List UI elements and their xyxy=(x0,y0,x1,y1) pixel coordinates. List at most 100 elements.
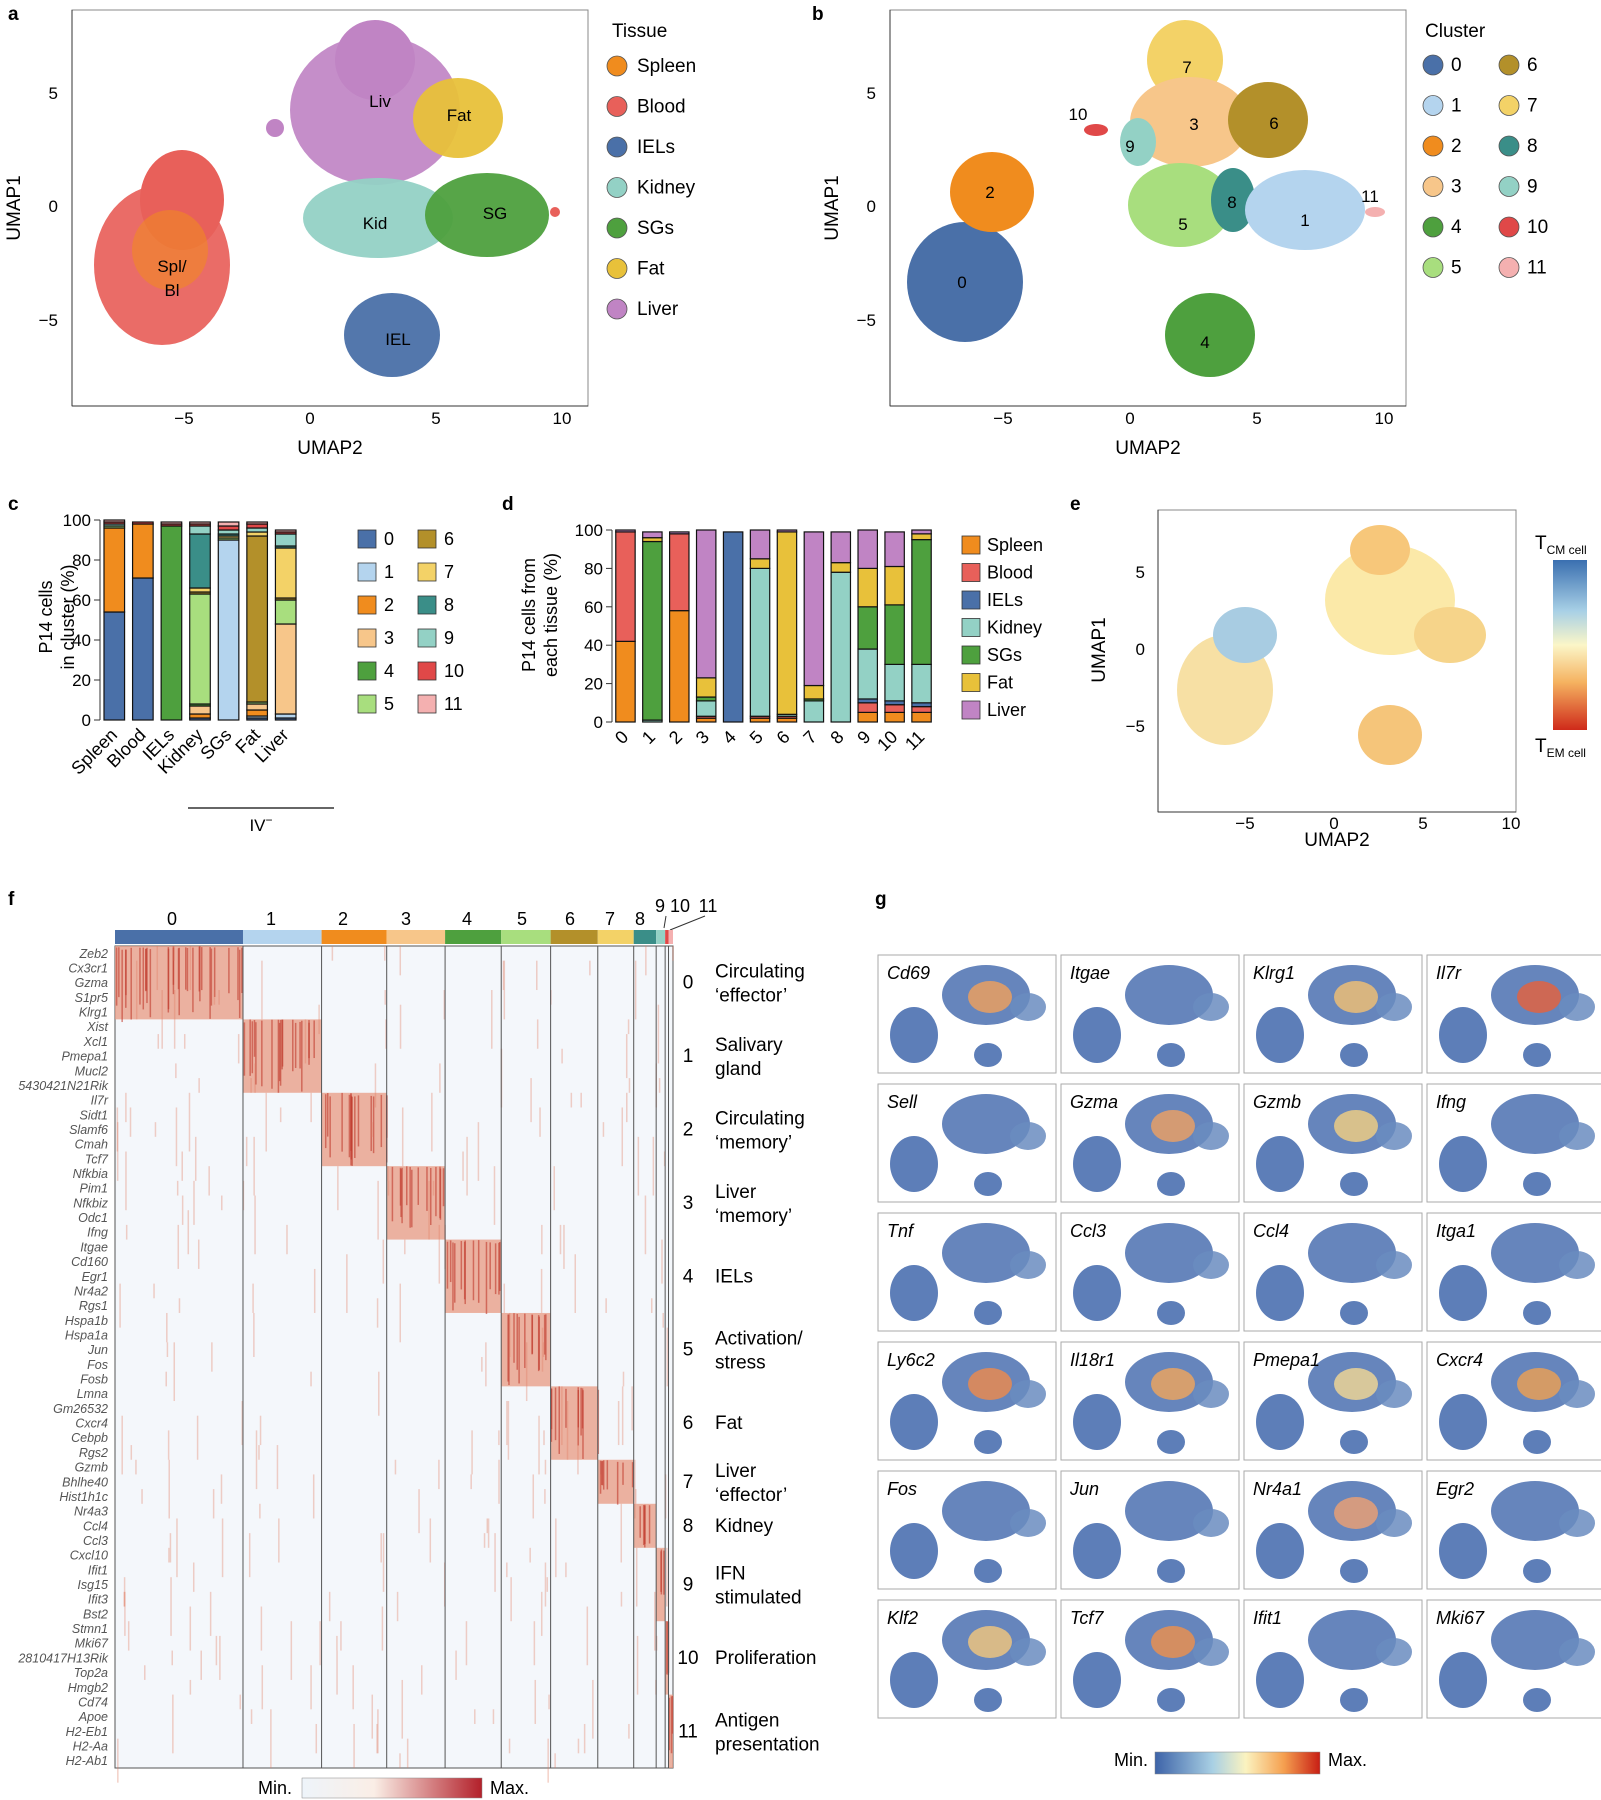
feature-highlight xyxy=(968,1626,1012,1658)
panel-c-bar-SGs-11 xyxy=(217,521,240,527)
panel-letter-c: c xyxy=(8,494,19,515)
heatmap-gene-gm26532: Gm26532 xyxy=(53,1402,108,1416)
heatmap-gene-fosb: Fosb xyxy=(80,1373,108,1387)
heatmap-stripe xyxy=(586,1606,589,1666)
panel-d-bar-10-Spleen xyxy=(884,711,905,723)
heatmap-cluster-header-0: 0 xyxy=(167,909,177,929)
panel-c-bar-Kidney-5 xyxy=(189,593,211,705)
heatmap-stripe xyxy=(546,1577,549,1592)
panel-e-ytick-1: 5 xyxy=(1136,563,1145,582)
heatmap-gene-isg15: Isg15 xyxy=(77,1578,108,1592)
heatmap-stripe xyxy=(577,1390,580,1428)
heatmap-stripe xyxy=(265,1092,267,1152)
panel-b-xtick-2: 0 xyxy=(1125,409,1134,428)
panel-c-legend-label-6: 6 xyxy=(444,529,454,549)
heatmap-gene-cxcl10: Cxcl10 xyxy=(70,1549,108,1563)
heatmap-stripe xyxy=(173,1342,176,1402)
cluster-legend-swatch-9 xyxy=(1498,176,1520,197)
heatmap-stripe xyxy=(494,1533,496,1592)
heatmap-stripe xyxy=(351,1096,353,1166)
feature-blob-center xyxy=(1125,965,1213,1025)
label-sg: SG xyxy=(483,204,508,223)
heatmap-stripe xyxy=(616,1461,619,1505)
heatmap-stripe xyxy=(481,1357,483,1372)
feature-tile-pmepa1: Pmepa1 xyxy=(1243,1341,1423,1461)
heatmap-stripe xyxy=(666,1327,669,1387)
heatmap-cluster-header-4: 4 xyxy=(462,909,472,929)
feature-blob-left xyxy=(890,1652,938,1708)
annotation-line2-0: ‘effector’ xyxy=(715,986,787,1007)
heatmap-stripe xyxy=(502,960,505,991)
heatmap-stripe xyxy=(401,1679,404,1739)
panel-b-umap-cluster: −5 0 5 10 5 0 −5 UMAP2 UMAP1 7 10 3 6 9 … xyxy=(822,9,1548,459)
panel-b-xtick-3: 5 xyxy=(1252,409,1261,428)
heatmap-stripe xyxy=(135,960,138,1020)
panel-d-bar-9-Fat xyxy=(857,567,878,608)
panel-d-bar-10-Fat xyxy=(884,565,905,606)
heatmap-stripe xyxy=(570,1092,573,1108)
heatmap-stripe xyxy=(485,1342,487,1387)
cloud-c6 xyxy=(1228,82,1308,158)
feature-gene-label-il7r: Il7r xyxy=(1436,963,1462,983)
feature-gene-label-klrg1: Klrg1 xyxy=(1253,963,1295,983)
feature-blob-left xyxy=(1256,1136,1304,1192)
cluster-legend-swatch-2 xyxy=(1422,135,1444,157)
feature-highlight xyxy=(1334,981,1378,1013)
panel-d-bar-10-Blood xyxy=(884,704,905,713)
cloud-c1 xyxy=(1245,170,1365,250)
panel-e-ytick-2: 0 xyxy=(1136,640,1145,659)
heatmap-gene-itgae: Itgae xyxy=(80,1240,108,1254)
heatmap-stripe xyxy=(426,1166,428,1211)
heatmap-stripe xyxy=(455,1650,457,1680)
heatmap-stripe xyxy=(310,1092,312,1123)
panel-d-bar-2-Liver xyxy=(669,531,690,535)
cluster-legend-label-7: 7 xyxy=(1527,96,1538,117)
feature-blob-left xyxy=(1439,1265,1487,1321)
feature-gene-label-itgae: Itgae xyxy=(1070,963,1110,983)
cloud-c2 xyxy=(950,152,1034,232)
feature-highlight xyxy=(968,981,1012,1013)
heatmap-stripe xyxy=(540,1591,543,1636)
cluster-legend-label-10: 10 xyxy=(1527,217,1548,238)
heatmap-stripe xyxy=(376,1298,379,1328)
feature-highlight xyxy=(1334,1497,1378,1529)
heatmap-stripe xyxy=(617,1401,620,1446)
heatmap-stripe xyxy=(241,1401,243,1446)
legend-label-kidney: Kidney xyxy=(637,178,696,199)
panel-c-legend-label-0: 0 xyxy=(384,529,394,549)
feature-blob-center xyxy=(1491,1223,1579,1283)
annotation-num-4: 4 xyxy=(683,1266,694,1287)
heatmap-stripe xyxy=(443,990,446,1020)
cluster-legend-swatch-11 xyxy=(1498,257,1520,278)
heatmap-gene-s1pr5: S1pr5 xyxy=(75,991,108,1005)
heatmap-stripe xyxy=(498,1430,500,1446)
feature-highlight xyxy=(1151,1110,1195,1142)
panel-d-bar-8-Kidney xyxy=(830,571,852,723)
heatmap-stripe xyxy=(431,1092,433,1152)
heatmap-stripe xyxy=(324,1094,327,1149)
heatmap-stripe xyxy=(319,1621,321,1666)
feature-blob-left xyxy=(1073,1007,1121,1063)
heatmap-stripe xyxy=(508,1314,510,1386)
cluster-legend-swatch-4 xyxy=(1422,216,1444,238)
annotation-line2-5: stress xyxy=(715,1353,766,1374)
panel-d-legend-label-blood: Blood xyxy=(987,563,1033,583)
panel-c-bar-Kidney-11 xyxy=(189,521,211,525)
panel-d-bar-4-IELs xyxy=(722,531,744,723)
panel-f-colorbar xyxy=(301,1777,483,1799)
heatmap-stripe xyxy=(487,1518,490,1548)
heatmap-stripe xyxy=(167,1430,170,1460)
panel-c-bar-Blood-2 xyxy=(131,523,154,579)
panel-c-legend-label-9: 9 xyxy=(444,628,454,648)
heatmap-gene-mucl2: Mucl2 xyxy=(75,1064,108,1078)
panel-a-legend-items: Spleen Blood IELs Kidney SGs Fat Liver xyxy=(606,55,696,320)
heatmap-stripe xyxy=(538,1316,540,1370)
heatmap-stripe xyxy=(261,1020,263,1087)
panel-c-legend-swatch-7 xyxy=(417,562,437,582)
heatmap-gene-cd160: Cd160 xyxy=(71,1255,108,1269)
panel-c-bar-Kidney-8 xyxy=(189,533,211,589)
heatmap-stripe xyxy=(492,1709,495,1724)
heatmap-stripe xyxy=(399,1753,401,1768)
heatmap-stripe xyxy=(294,1022,297,1069)
feature-gene-label-mki67: Mki67 xyxy=(1436,1608,1485,1628)
